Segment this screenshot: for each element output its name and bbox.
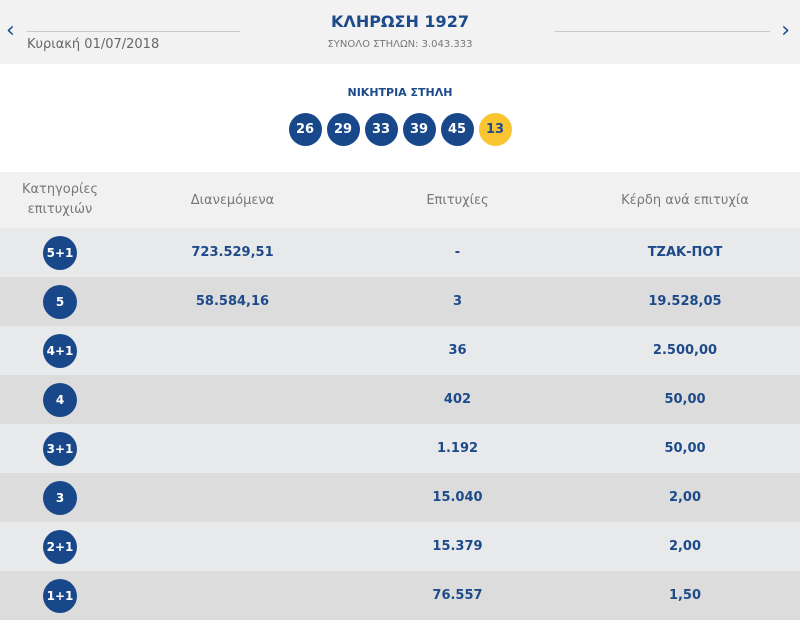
number-ball: 45 xyxy=(440,113,474,146)
header-distributed: Διανεμόμενα xyxy=(190,192,275,208)
total-columns: ΣΥΝΟΛΟ ΣΤΗΛΩΝ: 3.043.333 xyxy=(327,39,473,50)
table-row: 4 402 50,00 xyxy=(0,375,800,424)
winning-numbers: ΝΙΚΗΤΡΙΑ ΣΤΗΛΗ 26 29 33 39 45 13 xyxy=(0,64,800,172)
winners-cell: 402 xyxy=(443,392,472,407)
winners-cell: 1.192 xyxy=(436,441,479,456)
prize-cell: 50,00 xyxy=(664,441,706,456)
divider xyxy=(555,31,770,32)
winning-label: ΝΙΚΗΤΡΙΑ ΣΤΗΛΗ xyxy=(347,86,453,99)
number-ball: 26 xyxy=(288,113,322,146)
winners-cell: 3 xyxy=(452,294,463,309)
draw-header: ‹ Κυριακή 01/07/2018 ΚΛΗΡΩΣΗ 1927 ΣΥΝΟΛΟ… xyxy=(0,0,800,64)
table-header: Κατηγορίες επιτυχιών Διανεμόμενα Επιτυχί… xyxy=(0,172,800,228)
header-categories: Κατηγορίες επιτυχιών xyxy=(21,182,99,217)
next-draw-button[interactable]: › xyxy=(781,18,790,43)
category-badge: 5 xyxy=(43,284,77,319)
prize-table: 5+1 723.529,51 - ΤΖΑΚ-ΠΟΤ 5 58.584,16 3 1… xyxy=(0,228,800,620)
category-badge: 4 xyxy=(43,382,77,417)
divider xyxy=(27,31,240,32)
table-row: 2+1 15.379 2,00 xyxy=(0,522,800,571)
header-winners: Επιτυχίες xyxy=(426,192,489,208)
category-badge: 5+1 xyxy=(43,235,77,270)
table-row: 3 15.040 2,00 xyxy=(0,473,800,522)
table-row: 5+1 723.529,51 - ΤΖΑΚ-ΠΟΤ xyxy=(0,228,800,277)
category-badge: 1+1 xyxy=(43,578,77,613)
prize-cell: 19.528,05 xyxy=(648,294,722,309)
winners-cell: 76.557 xyxy=(432,588,483,603)
winners-cell: - xyxy=(454,245,461,260)
distributed-cell: 58.584,16 xyxy=(195,294,270,309)
winners-cell: 15.040 xyxy=(432,490,483,505)
distributed-cell: 723.529,51 xyxy=(191,245,274,260)
category-badge: 2+1 xyxy=(43,529,77,564)
number-ball: 39 xyxy=(402,113,436,146)
category-badge: 3+1 xyxy=(43,431,77,466)
table-row: 5 58.584,16 3 19.528,05 xyxy=(0,277,800,326)
category-badge: 4+1 xyxy=(43,333,77,368)
prize-cell: ΤΖΑΚ-ΠΟΤ xyxy=(647,245,723,260)
winners-cell: 15.379 xyxy=(432,539,483,554)
table-row: 3+1 1.192 50,00 xyxy=(0,424,800,473)
table-row: 4+1 36 2.500,00 xyxy=(0,326,800,375)
prev-draw-button[interactable]: ‹ xyxy=(6,18,15,43)
prize-cell: 1,50 xyxy=(668,588,702,603)
draw-date: Κυριακή 01/07/2018 xyxy=(27,37,160,52)
prize-cell: 2.500,00 xyxy=(652,343,718,358)
table-row: 1+1 76.557 1,50 xyxy=(0,571,800,620)
prize-cell: 2,00 xyxy=(668,539,702,554)
number-ball: 33 xyxy=(364,113,398,146)
joker-ball: 13 xyxy=(478,113,512,146)
header-prize: Κέρδη ανά επιτυχία xyxy=(621,192,749,208)
winners-cell: 36 xyxy=(448,343,467,358)
prize-cell: 2,00 xyxy=(668,490,702,505)
category-badge: 3 xyxy=(43,480,77,515)
prize-cell: 50,00 xyxy=(664,392,706,407)
draw-title: ΚΛΗΡΩΣΗ 1927 xyxy=(331,12,469,31)
number-ball: 29 xyxy=(326,113,360,146)
